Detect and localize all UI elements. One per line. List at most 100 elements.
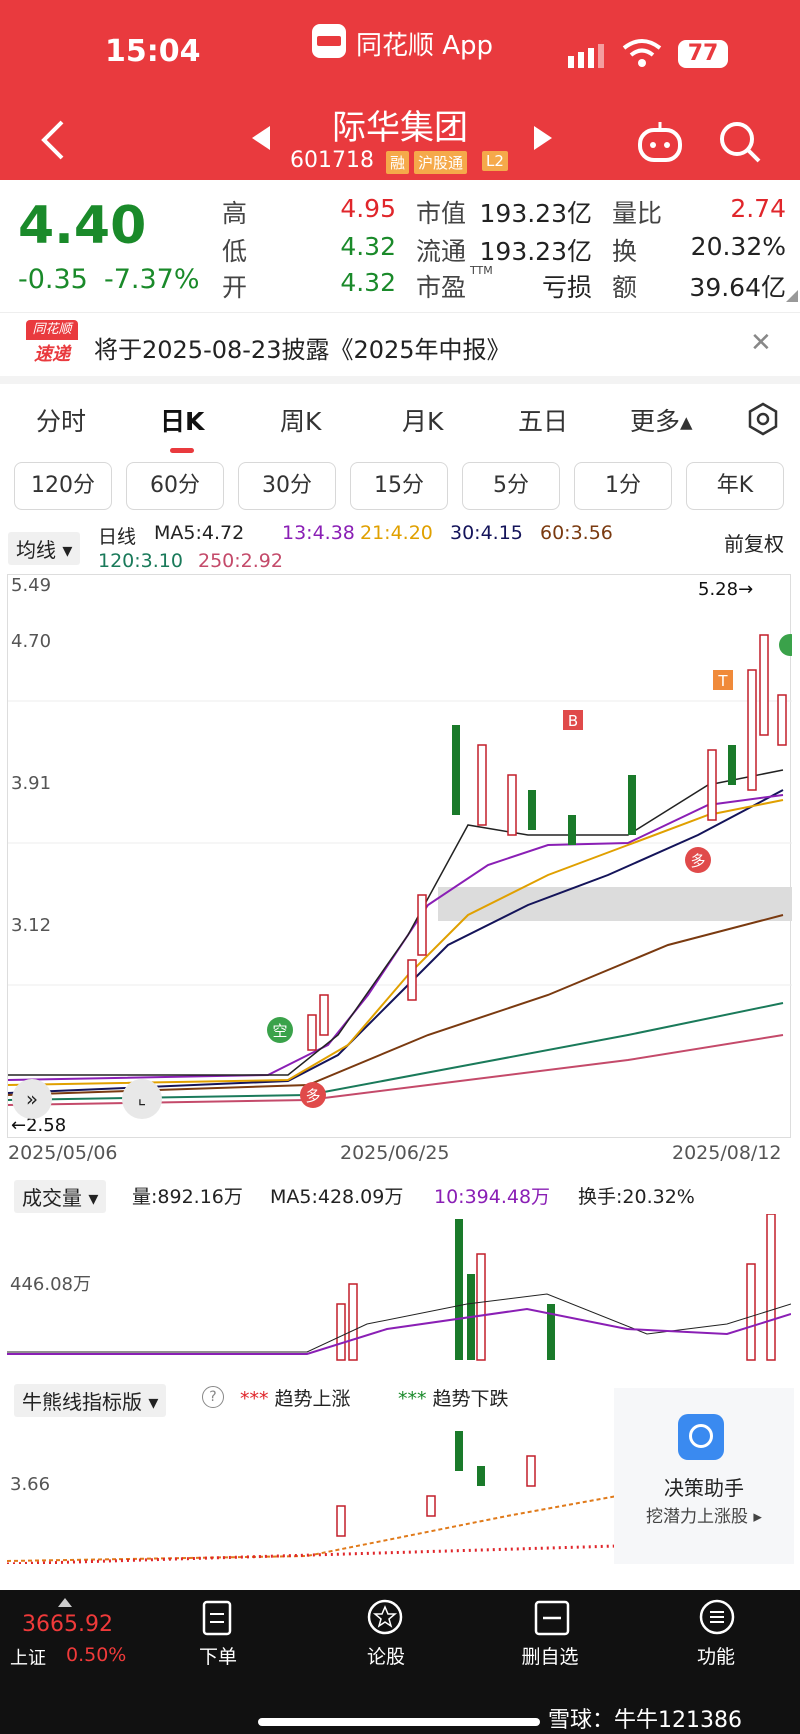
period-year-k[interactable]: 年K	[686, 462, 784, 510]
ma21-value: 21:4.20	[360, 522, 433, 544]
app-logo-icon	[312, 24, 346, 58]
function-icon[interactable]	[698, 1598, 736, 1636]
remove-watchlist-icon[interactable]	[534, 1600, 570, 1636]
pe-ttm-label: TTM	[470, 264, 493, 277]
back-icon[interactable]	[38, 118, 68, 162]
home-indicator	[258, 1718, 540, 1726]
y-tick-3: 3.91	[11, 773, 52, 794]
period-60min[interactable]: 60分	[126, 462, 224, 510]
nav-remove-watchlist[interactable]: 删自选	[521, 1646, 579, 1668]
app-name: 同花顺 App	[356, 31, 494, 61]
ma30-value: 30:4.15	[450, 522, 523, 544]
prev-stock-icon[interactable]	[252, 126, 272, 150]
robot-icon[interactable]	[636, 120, 684, 164]
battery-icon: 77	[678, 40, 728, 68]
volume-y-tick: 446.08万	[10, 1274, 91, 1295]
mktcap-value: 193.23亿	[479, 199, 592, 228]
discuss-icon[interactable]	[366, 1598, 404, 1636]
volume-chart[interactable]: 446.08万	[7, 1214, 791, 1362]
min-price-label: ←2.58	[11, 1115, 67, 1136]
volume-ratio-value: 2.74	[730, 194, 786, 223]
ma5-value: MA5:4.72	[154, 522, 245, 544]
nav-order[interactable]: 下单	[198, 1646, 237, 1668]
y-tick-4: 3.12	[11, 915, 52, 936]
tab-timeshare[interactable]: 分时	[36, 407, 87, 436]
nav-function[interactable]: 功能	[696, 1646, 735, 1668]
tag-l2: L2	[482, 151, 508, 171]
settings-icon[interactable]	[746, 402, 780, 436]
bullbear-chart[interactable]: 3.66	[7, 1416, 617, 1564]
period-15min[interactable]: 15分	[350, 462, 448, 510]
index-arrow-icon	[58, 1598, 72, 1607]
ma120-value: 120:3.10	[98, 550, 183, 572]
status-time: 15:04	[105, 34, 201, 69]
last-price: 4.40	[18, 196, 147, 256]
amount-label: 额	[612, 273, 638, 302]
high-label: 高	[222, 199, 248, 228]
watermark: 雪球：牛牛121386	[548, 1708, 742, 1733]
bullbear-selector[interactable]: 牛熊线指标版 ▾	[14, 1384, 167, 1417]
close-icon[interactable]: ✕	[750, 328, 772, 358]
open-label: 开	[222, 273, 248, 302]
bullbear-y-tick: 3.66	[10, 1474, 51, 1495]
active-tab-indicator	[170, 448, 194, 453]
adjust-mode[interactable]: 前复权	[724, 532, 784, 556]
index-value[interactable]: 3665.92	[22, 1612, 113, 1637]
pe-value: 亏损	[541, 273, 592, 302]
volume-ma5: MA5:428.09万	[270, 1186, 404, 1208]
svg-text:空: 空	[272, 1022, 287, 1040]
trend-down-legend: *** 趋势下跌	[398, 1388, 509, 1410]
volume-value: 量:892.16万	[132, 1186, 243, 1208]
y-tick-2: 4.70	[11, 631, 52, 652]
svg-text:多: 多	[305, 1087, 320, 1105]
assistant-title: 决策助手	[664, 1476, 744, 1500]
volume-ratio-label: 量比	[612, 199, 663, 228]
fullscreen-icon[interactable]: ⌞	[122, 1079, 162, 1119]
turnover-value: 20.32%	[690, 232, 786, 261]
tag-margin: 融	[386, 151, 410, 174]
help-icon[interactable]: ?	[202, 1386, 224, 1408]
y-tick-1: 5.49	[11, 575, 52, 596]
svg-text:B: B	[568, 712, 578, 730]
tab-monthly-k[interactable]: 月K	[402, 407, 444, 436]
tab-five-day[interactable]: 五日	[518, 407, 569, 436]
volume-selector[interactable]: 成交量 ▾	[14, 1180, 107, 1213]
mktcap-label: 市值	[416, 199, 467, 228]
price-change-pct: -7.37%	[104, 264, 200, 295]
stock-code: 601718	[290, 148, 374, 173]
stock-name: 际华集团	[332, 108, 468, 148]
assistant-icon	[678, 1414, 724, 1460]
assistant-card[interactable]: 决策助手 挖潜力上涨股 ▸	[614, 1388, 794, 1564]
pe-label: 市盈	[416, 273, 467, 302]
bottom-nav: 3665.92 上证 0.50% 下单 论股 删自选 功能 雪球：牛牛12138…	[0, 1590, 800, 1734]
next-stock-icon[interactable]	[532, 126, 552, 150]
order-icon[interactable]	[202, 1600, 234, 1636]
ma13-value: 13:4.38	[282, 522, 355, 544]
open-value: 4.32	[340, 268, 396, 297]
ma-selector[interactable]: 均线 ▾	[8, 532, 81, 565]
scroll-left-icon[interactable]: »	[12, 1079, 52, 1119]
max-price-label: 5.28→	[698, 579, 754, 600]
express-logo: 同花顺 速递	[26, 320, 78, 368]
expand-corner-icon[interactable]	[786, 290, 798, 302]
tag-hk-connect: 沪股通	[414, 151, 468, 174]
search-icon[interactable]	[718, 120, 762, 164]
float-value: 193.23亿	[479, 237, 592, 266]
high-value: 4.95	[340, 194, 396, 223]
amount-value: 39.64亿	[689, 273, 786, 302]
ma250-value: 250:2.92	[198, 550, 283, 572]
notice-bar[interactable]: 同花顺 速递 将于2025-08-23披露《2025年中报》 ✕	[0, 314, 800, 374]
notice-text: 将于2025-08-23披露《2025年中报》	[94, 336, 511, 364]
svg-text:多: 多	[690, 852, 705, 870]
period-120min[interactable]: 120分	[14, 462, 112, 510]
period-1min[interactable]: 1分	[574, 462, 672, 510]
tab-weekly-k[interactable]: 周K	[280, 407, 322, 436]
index-pct: 0.50%	[66, 1644, 127, 1666]
tab-daily-k[interactable]: 日K	[160, 407, 205, 436]
tab-more[interactable]: 更多▴	[630, 407, 693, 436]
nav-discuss[interactable]: 论股	[366, 1646, 405, 1668]
kline-chart[interactable]: 空 多 多 B T 5.49 4.70 3.91 3.12 5.28→ ←2.5…	[7, 574, 792, 1138]
period-5min[interactable]: 5分	[462, 462, 560, 510]
turnover-label: 换	[612, 237, 638, 266]
period-30min[interactable]: 30分	[238, 462, 336, 510]
